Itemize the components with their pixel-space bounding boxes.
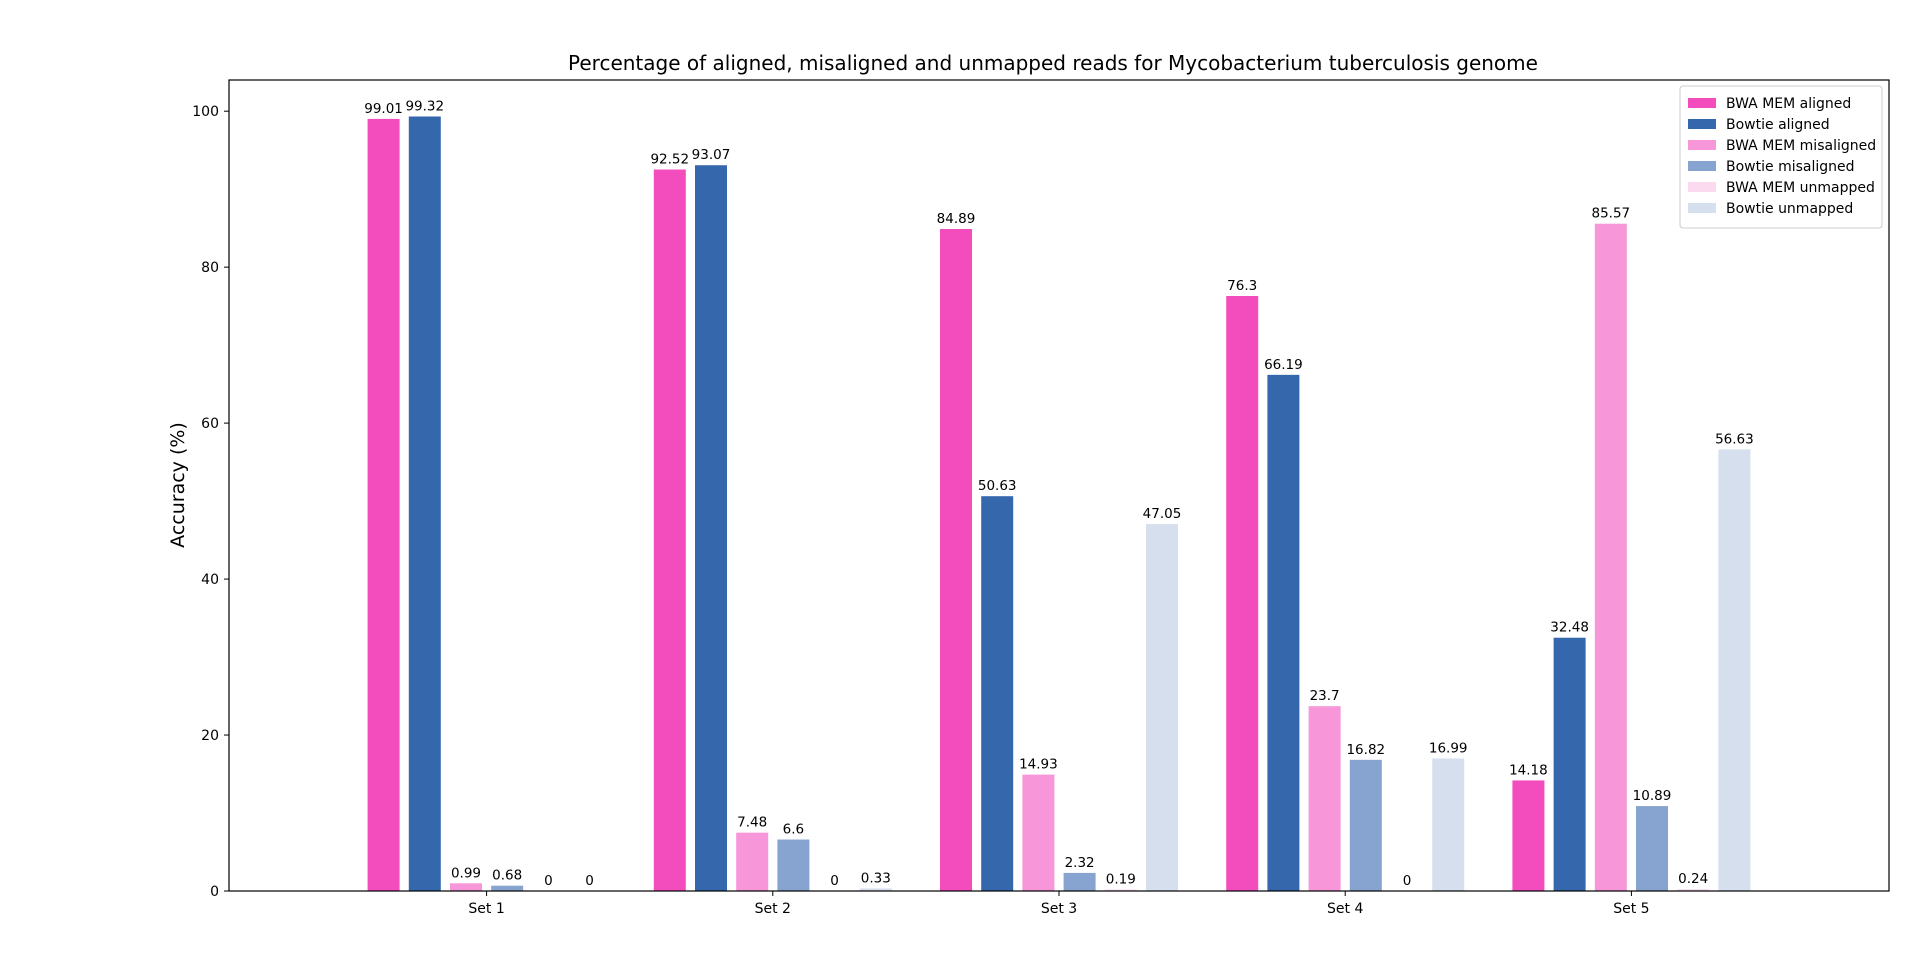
bar-value-label: 0.99	[451, 865, 481, 881]
bar	[1146, 524, 1178, 891]
legend-entry: Bowtie aligned	[1726, 117, 1830, 133]
bar-value-label: 6.6	[783, 822, 804, 838]
bars-layer	[367, 116, 1751, 892]
bar	[694, 165, 727, 892]
y-tick-label: 100	[192, 104, 219, 120]
y-tick-label: 40	[201, 572, 219, 588]
bar-value-label: 10.89	[1633, 788, 1672, 804]
bar-value-label: 0	[585, 873, 594, 889]
bar-value-label: 14.18	[1509, 762, 1548, 778]
chart-title: Percentage of aligned, misaligned and un…	[568, 51, 1538, 75]
bar-value-label: 0	[544, 873, 553, 889]
bar-value-label: 93.07	[692, 147, 731, 163]
bar-value-label: 0.33	[861, 870, 891, 886]
bar	[408, 116, 441, 892]
bar	[653, 169, 686, 892]
bar-value-label: 0	[830, 873, 839, 889]
bar-value-label: 84.89	[937, 211, 976, 227]
legend-swatch	[1688, 161, 1716, 171]
legend-entry: Bowtie misaligned	[1726, 159, 1855, 175]
bar-value-label: 2.32	[1065, 855, 1095, 871]
bar-value-label: 0.68	[492, 868, 522, 884]
bar-value-label: 85.57	[1591, 206, 1630, 222]
bar-value-label: 66.19	[1264, 357, 1303, 373]
bar-value-label: 16.82	[1346, 742, 1385, 758]
bar	[1677, 889, 1710, 891]
bar	[981, 496, 1014, 891]
bar	[367, 118, 400, 891]
y-tick-label: 0	[210, 884, 219, 900]
bar	[1267, 374, 1300, 891]
x-axis: Set 1 Set 2 Set 3 Set 4 Set 5	[468, 891, 1650, 917]
bar-value-label: 99.01	[364, 101, 403, 117]
bar	[1718, 449, 1751, 891]
bar	[1636, 806, 1669, 891]
bar	[1104, 889, 1137, 891]
bar-value-label: 47.05	[1143, 506, 1182, 522]
bar-value-label: 23.7	[1310, 688, 1340, 704]
bar	[1226, 296, 1259, 892]
y-tick-label: 20	[201, 728, 219, 744]
bar	[736, 832, 769, 891]
y-tick-label: 60	[201, 416, 219, 432]
legend-swatch	[1688, 182, 1716, 192]
y-tick-label: 80	[201, 260, 219, 276]
bar	[491, 885, 524, 891]
y-axis: 0 20 40 60 80 100	[192, 104, 229, 900]
plot-frame	[228, 79, 1890, 892]
x-tick-label: Set 5	[1613, 901, 1649, 917]
bar	[1063, 872, 1096, 891]
legend-swatch	[1688, 98, 1716, 108]
bar	[1594, 223, 1627, 891]
bar-value-label: 7.48	[737, 815, 767, 831]
y-axis-label: Accuracy (%)	[167, 422, 189, 548]
legend-swatch	[1688, 140, 1716, 150]
bar-value-label: 50.63	[978, 478, 1017, 494]
bar-value-label: 0.19	[1106, 872, 1136, 888]
bar	[940, 229, 972, 892]
bar-value-label: 14.93	[1019, 757, 1058, 773]
legend-swatch	[1688, 119, 1716, 129]
bar	[1512, 780, 1545, 891]
bar	[1308, 706, 1341, 891]
x-tick-label: Set 2	[755, 901, 791, 917]
legend-entry: BWA MEM unmapped	[1726, 180, 1875, 196]
bar	[859, 888, 892, 891]
x-tick-label: Set 1	[468, 901, 504, 917]
bar	[1553, 637, 1586, 891]
bar-value-label: 0	[1403, 873, 1412, 889]
bar-value-label: 32.48	[1550, 620, 1589, 636]
legend-entry: BWA MEM aligned	[1726, 96, 1851, 112]
bar	[449, 883, 482, 891]
bar-value-label: 76.3	[1227, 278, 1257, 294]
x-tick-label: Set 4	[1327, 901, 1363, 917]
bar-labels-layer: 99.01 99.32 0.99 0.68 0 0 92.52 93.07 7.48 6.6 0 0.…	[364, 98, 1753, 889]
bar	[1349, 759, 1382, 891]
legend-entry: Bowtie unmapped	[1726, 201, 1853, 217]
bar-value-label: 16.99	[1429, 741, 1468, 757]
x-tick-label: Set 3	[1041, 901, 1077, 917]
bar-value-label: 0.24	[1678, 871, 1708, 887]
legend-swatch	[1688, 203, 1716, 213]
legend: BWA MEM aligned Bowtie aligned BWA MEM mis…	[1679, 85, 1883, 229]
legend-entry: BWA MEM misaligned	[1726, 138, 1876, 154]
bar-value-label: 92.52	[650, 152, 689, 168]
bar	[777, 839, 810, 891]
bar	[1022, 774, 1055, 891]
legend-box	[1679, 85, 1883, 229]
bar	[1432, 758, 1465, 891]
bar-value-label: 99.32	[405, 98, 444, 114]
bar-value-label: 56.63	[1715, 431, 1754, 447]
